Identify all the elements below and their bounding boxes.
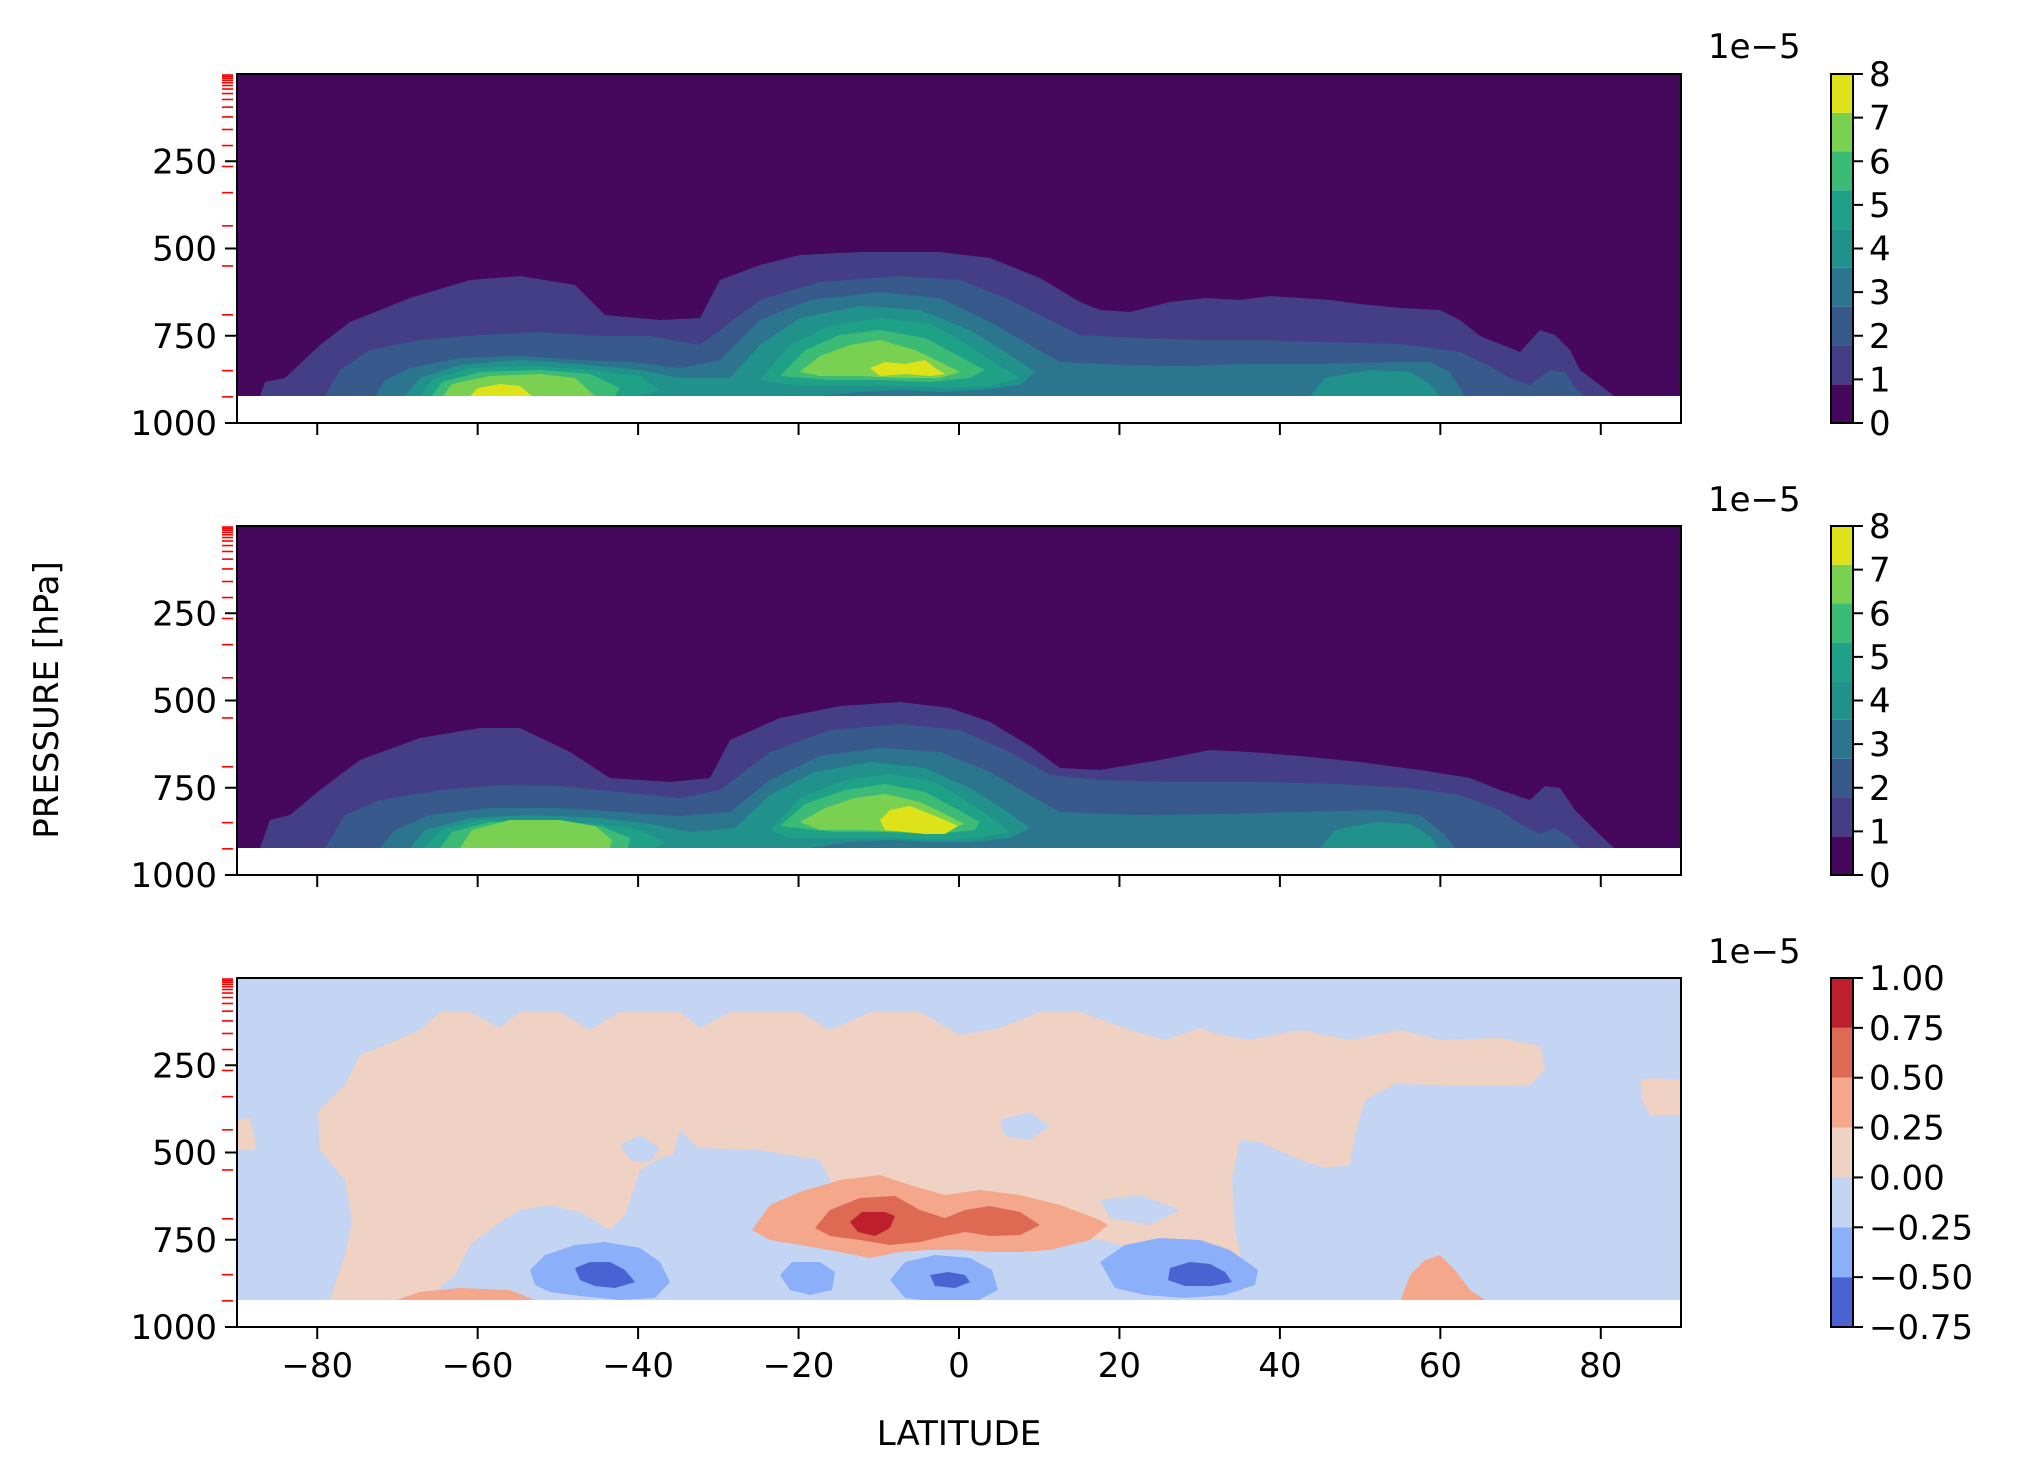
y-tick-label-bottom: 750 xyxy=(152,1221,217,1261)
y-axis-label: PRESSURE [hPa] xyxy=(27,561,67,838)
colorbar-band-top xyxy=(1831,345,1853,385)
colorbar-label-top: 4 xyxy=(1869,230,1891,270)
colorbar-label-middle: 2 xyxy=(1869,769,1891,809)
colorbar-label-top: 6 xyxy=(1869,142,1891,182)
y-tick-label-middle: 500 xyxy=(152,682,217,722)
y-tick-label-top: 250 xyxy=(152,142,217,182)
y-tick-label-bottom: 500 xyxy=(152,1134,217,1174)
contour-fill-top xyxy=(237,74,1681,423)
colorbar-band-bottom xyxy=(1831,1177,1853,1228)
colorbar-label-bottom: 1.00 xyxy=(1869,959,1945,999)
colorbar-band-middle xyxy=(1831,603,1853,643)
colorbar-band-middle xyxy=(1831,564,1853,604)
colorbar-band-middle xyxy=(1831,719,1853,759)
colorbar-label-bottom: 0.25 xyxy=(1869,1109,1945,1149)
y-tick-label-top: 500 xyxy=(152,230,217,270)
colorbar-label-top: 8 xyxy=(1869,55,1891,95)
colorbar-band-bottom xyxy=(1831,1277,1853,1327)
colorbar-label-top: 5 xyxy=(1869,186,1891,226)
x-tick-label: 80 xyxy=(1579,1346,1622,1386)
colorbar-label-middle: 0 xyxy=(1869,856,1891,896)
y-tick-label-middle: 750 xyxy=(152,769,217,809)
colorbar-label-top: 2 xyxy=(1869,317,1891,357)
colorbar-label-bottom: −0.50 xyxy=(1869,1258,1973,1298)
colorbar-label-middle: 1 xyxy=(1869,812,1891,852)
x-tick-label: −20 xyxy=(763,1346,835,1386)
colorbar-label-middle: 6 xyxy=(1869,594,1891,634)
colorbar-label-middle: 5 xyxy=(1869,638,1891,678)
colorbar-band-top xyxy=(1831,229,1853,268)
x-tick-label: 0 xyxy=(948,1346,970,1386)
colorbar-band-top xyxy=(1831,74,1853,113)
colorbar-band-top xyxy=(1831,112,1853,152)
colorbar-label-top: 1 xyxy=(1869,360,1891,400)
y-tick-label-top: 1000 xyxy=(130,404,217,444)
x-tick-label: 40 xyxy=(1258,1346,1301,1386)
colorbar-band-top xyxy=(1831,151,1853,191)
colorbar-band-bottom xyxy=(1831,1227,1853,1278)
colorbar-label-middle: 8 xyxy=(1869,507,1891,547)
colorbar-label-bottom: −0.25 xyxy=(1869,1208,1973,1248)
contour-fill-bottom xyxy=(237,978,1681,1327)
colorbar-band-top xyxy=(1831,190,1853,230)
x-tick-label: −60 xyxy=(442,1346,514,1386)
colorbar-band-top xyxy=(1831,384,1853,423)
y-tick-label-bottom: 1000 xyxy=(130,1308,217,1348)
colorbar-band-middle xyxy=(1831,836,1853,875)
colorbar-label-top: 7 xyxy=(1869,99,1891,139)
colorbar-middle-exponent: 1e−5 xyxy=(1708,480,1801,520)
x-tick-label: 60 xyxy=(1419,1346,1462,1386)
colorbar-label-bottom: 0.75 xyxy=(1869,1009,1945,1049)
colorbar-label-middle: 4 xyxy=(1869,682,1891,722)
colorbar-band-middle xyxy=(1831,642,1853,682)
colorbar-band-bottom xyxy=(1831,1127,1853,1178)
y-tick-label-middle: 250 xyxy=(152,594,217,634)
colorbar-label-top: 3 xyxy=(1869,273,1891,313)
colorbar-label-bottom: −0.75 xyxy=(1869,1308,1973,1348)
colorbar-label-top: 0 xyxy=(1869,404,1891,444)
colorbar-label-bottom: 0.00 xyxy=(1869,1158,1945,1198)
colorbar-band-bottom xyxy=(1831,1027,1853,1078)
y-tick-label-top: 750 xyxy=(152,317,217,357)
colorbar-band-bottom xyxy=(1831,1077,1853,1128)
colorbar-label-middle: 7 xyxy=(1869,551,1891,591)
x-tick-label: −80 xyxy=(281,1346,353,1386)
colorbar-band-top xyxy=(1831,267,1853,307)
contour-fill-middle xyxy=(237,526,1681,875)
colorbar-band-middle xyxy=(1831,681,1853,720)
y-tick-label-bottom: 250 xyxy=(152,1046,217,1086)
colorbar-band-middle xyxy=(1831,797,1853,837)
colorbar-band-middle xyxy=(1831,526,1853,565)
colorbar-frame-bottom xyxy=(1830,977,1854,1328)
colorbar-bottom-exponent: 1e−5 xyxy=(1708,932,1801,972)
panel-bottom xyxy=(236,977,1682,1328)
panel-middle xyxy=(236,525,1682,876)
colorbar-band-bottom xyxy=(1831,978,1853,1028)
colorbar-band-middle xyxy=(1831,758,1853,798)
x-tick-label: −40 xyxy=(602,1346,674,1386)
panel-top xyxy=(236,73,1682,424)
x-tick-label: 20 xyxy=(1098,1346,1141,1386)
x-axis-label: LATITUDE xyxy=(877,1414,1041,1454)
colorbar-band-top xyxy=(1831,306,1853,346)
y-tick-label-middle: 1000 xyxy=(130,856,217,896)
colorbar-label-middle: 3 xyxy=(1869,725,1891,765)
colorbar-top-exponent: 1e−5 xyxy=(1708,27,1801,67)
colorbar-label-bottom: 0.50 xyxy=(1869,1059,1945,1099)
